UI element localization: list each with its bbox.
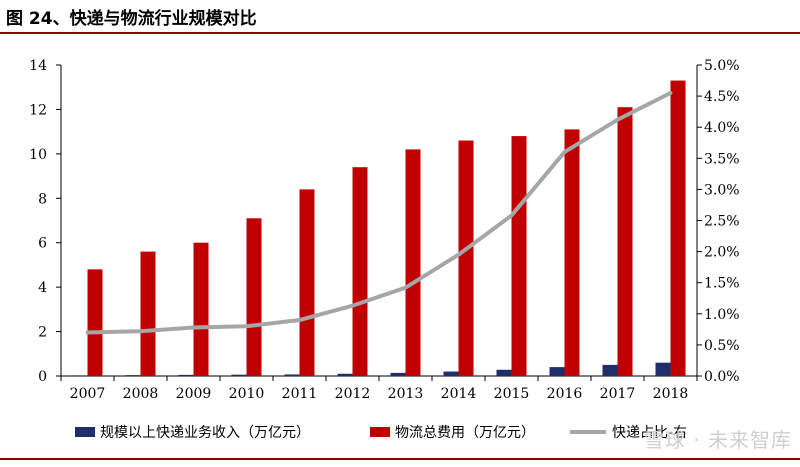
x-tick-label: 2012 xyxy=(335,386,371,402)
left-tick-label: 10 xyxy=(29,147,47,163)
legend-label-express-share: 快递占比-右 xyxy=(612,425,687,441)
bottom-divider xyxy=(0,458,800,460)
bar-logistics-cost xyxy=(140,251,156,376)
bar-express-revenue xyxy=(602,364,618,376)
legend-swatch-logistics-cost xyxy=(370,427,390,437)
bar-express-revenue xyxy=(72,375,88,376)
bar-logistics-cost xyxy=(352,167,368,376)
right-tick-label: 0.0% xyxy=(704,369,740,385)
right-tick-label: 3.5% xyxy=(704,151,740,167)
bar-express-revenue xyxy=(549,367,565,376)
bar-logistics-cost xyxy=(564,129,580,376)
bar-logistics-cost xyxy=(87,269,103,376)
bar-logistics-cost xyxy=(617,107,633,376)
bar-express-revenue xyxy=(496,369,512,376)
right-tick-label: 4.0% xyxy=(704,120,740,136)
x-tick-label: 2011 xyxy=(282,386,318,402)
x-tick-label: 2014 xyxy=(441,386,477,402)
left-tick-label: 6 xyxy=(38,236,47,252)
bar-express-revenue xyxy=(125,375,141,376)
right-tick-label: 2.5% xyxy=(704,214,740,230)
bar-express-revenue xyxy=(337,373,353,376)
right-tick-label: 4.5% xyxy=(704,89,740,105)
bar-logistics-cost xyxy=(511,136,527,376)
x-tick-label: 2013 xyxy=(388,386,424,402)
bar-logistics-cost xyxy=(193,242,209,376)
right-tick-label: 2.0% xyxy=(704,245,740,261)
title-divider xyxy=(0,32,800,34)
left-tick-label: 8 xyxy=(38,191,47,207)
bar-logistics-cost xyxy=(299,189,315,376)
left-tick-label: 4 xyxy=(38,280,47,296)
bar-logistics-cost xyxy=(246,218,262,376)
left-tick-label: 14 xyxy=(29,58,47,74)
right-tick-label: 3.0% xyxy=(704,182,740,198)
bar-express-revenue xyxy=(231,374,247,376)
x-tick-label: 2009 xyxy=(176,386,212,402)
line-express-share xyxy=(85,90,673,335)
left-tick-label: 12 xyxy=(29,102,47,118)
legend-label-express-revenue: 规模以上快递业务收入（万亿元） xyxy=(100,425,310,441)
bar-express-revenue xyxy=(178,374,194,376)
x-tick-label: 2007 xyxy=(70,386,106,402)
bar-logistics-cost xyxy=(670,80,686,377)
bar-express-revenue xyxy=(443,371,459,376)
x-tick-label: 2016 xyxy=(547,386,583,402)
legend-label-logistics-cost: 物流总费用（万亿元） xyxy=(395,425,535,441)
watermark: 雪球 · 未来智库 xyxy=(643,428,792,452)
bar-express-revenue xyxy=(655,362,671,376)
figure-title: 图 24、快递与物流行业规模对比 xyxy=(6,9,257,29)
x-tick-label: 2017 xyxy=(600,386,636,402)
x-tick-label: 2018 xyxy=(653,386,689,402)
x-tick-label: 2008 xyxy=(123,386,159,402)
x-tick-label: 2010 xyxy=(229,386,265,402)
left-tick-label: 0 xyxy=(38,369,47,385)
right-tick-label: 0.5% xyxy=(704,338,740,354)
right-tick-label: 5.0% xyxy=(704,58,740,74)
bar-express-revenue xyxy=(390,372,406,376)
bar-logistics-cost xyxy=(458,140,474,376)
right-tick-label: 1.0% xyxy=(704,307,740,323)
right-tick-label: 1.5% xyxy=(704,276,740,292)
left-tick-label: 2 xyxy=(38,325,47,341)
bar-logistics-cost xyxy=(405,149,421,376)
bar-express-revenue xyxy=(284,374,300,376)
legend-swatch-express-revenue xyxy=(75,427,95,437)
x-tick-label: 2015 xyxy=(494,386,530,402)
